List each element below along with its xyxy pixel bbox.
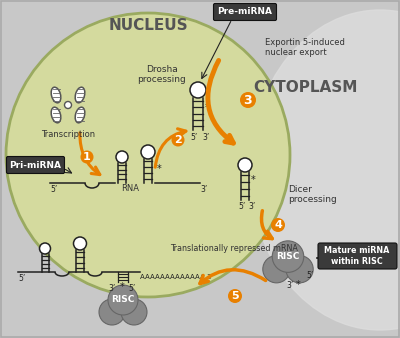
Text: Mature miRNA
within RISC: Mature miRNA within RISC [324, 246, 390, 266]
Circle shape [286, 256, 313, 283]
Circle shape [272, 241, 304, 272]
Circle shape [263, 256, 290, 283]
Text: Exportin 5-induced
nuclear export: Exportin 5-induced nuclear export [265, 38, 345, 57]
Text: NUCLEUS: NUCLEUS [108, 18, 188, 33]
Ellipse shape [250, 10, 400, 330]
Text: 3’: 3’ [248, 202, 255, 211]
Text: 1: 1 [83, 152, 91, 162]
FancyBboxPatch shape [214, 3, 276, 21]
Text: *: * [205, 103, 210, 113]
Text: 4: 4 [274, 220, 282, 230]
Text: Dicer
processing: Dicer processing [288, 185, 337, 204]
Circle shape [190, 82, 206, 98]
FancyBboxPatch shape [6, 156, 64, 173]
FancyBboxPatch shape [318, 243, 397, 269]
Text: *: * [251, 175, 256, 186]
Circle shape [64, 101, 72, 108]
Circle shape [6, 13, 290, 297]
Circle shape [271, 218, 285, 232]
Text: 5’: 5’ [50, 185, 57, 194]
Text: 5’: 5’ [18, 274, 25, 283]
Text: 3’: 3’ [202, 133, 209, 142]
Circle shape [40, 243, 50, 254]
Circle shape [108, 285, 138, 315]
Circle shape [80, 150, 94, 164]
Ellipse shape [75, 87, 85, 103]
Ellipse shape [51, 107, 61, 123]
Text: AAAAAAAAAAAAA 3’: AAAAAAAAAAAAA 3’ [140, 274, 214, 280]
Ellipse shape [75, 107, 85, 123]
Circle shape [121, 299, 147, 325]
Text: *: * [120, 282, 125, 292]
Circle shape [172, 134, 184, 146]
Text: 5’: 5’ [190, 133, 197, 142]
Circle shape [240, 92, 256, 108]
Circle shape [116, 151, 128, 163]
Text: 3: 3 [244, 94, 252, 106]
Text: *: * [157, 164, 162, 174]
Text: *: * [296, 280, 301, 290]
Text: RNA: RNA [121, 184, 139, 193]
Circle shape [74, 237, 86, 250]
Text: 5’: 5’ [238, 202, 245, 211]
Ellipse shape [51, 87, 61, 103]
Circle shape [238, 158, 252, 172]
Text: 5’: 5’ [306, 270, 313, 280]
Text: Pre-miRNA: Pre-miRNA [218, 7, 272, 17]
Text: 3’: 3’ [108, 284, 115, 293]
Text: 5’: 5’ [128, 284, 135, 293]
Circle shape [228, 289, 242, 303]
Text: Transcription: Transcription [41, 130, 95, 139]
Text: Pri-miRNA: Pri-miRNA [9, 161, 61, 169]
Text: RISC: RISC [111, 295, 135, 305]
Text: 3’: 3’ [286, 281, 293, 290]
Text: 2: 2 [174, 135, 182, 145]
Circle shape [99, 299, 125, 325]
Text: Translationally repressed mRNA: Translationally repressed mRNA [170, 244, 298, 253]
Text: 5: 5 [231, 291, 239, 301]
Text: 3’: 3’ [200, 185, 207, 194]
Text: RISC: RISC [276, 252, 300, 261]
Circle shape [141, 145, 155, 159]
Text: Drosha
processing: Drosha processing [138, 65, 186, 84]
Text: CYTOPLASM: CYTOPLASM [253, 80, 357, 95]
